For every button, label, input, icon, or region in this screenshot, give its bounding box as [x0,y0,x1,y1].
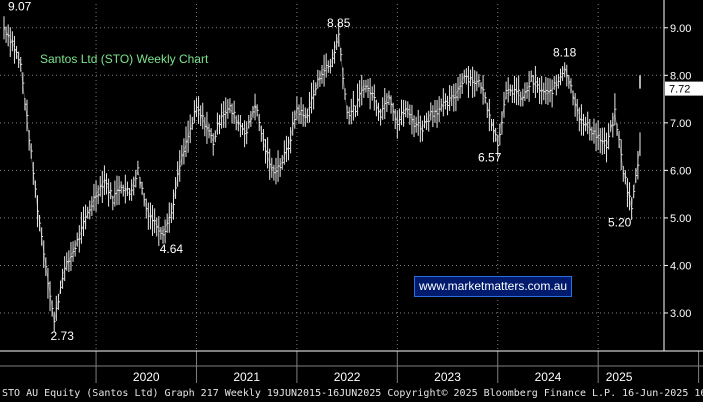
y-tick-label: 3.00 [670,308,691,320]
price-series [3,16,641,332]
grid-lines [0,4,664,351]
y-tick-label: 4.00 [670,260,691,272]
x-tick-label: 2024 [535,370,562,384]
y-tick-label: 5.00 [670,213,691,225]
price-annotation: 6.57 [478,150,502,164]
last-value-label: 7.72 [669,84,690,96]
price-annotation: 9.07 [8,0,32,13]
last-value-badge [665,81,703,96]
y-tick-label: 8.00 [670,70,691,82]
axes: 3.00 4.00 5.00 6.00 7.00 8.00 9.00 2020 2021 2022… [0,0,703,384]
price-annotation: 4.64 [160,242,184,256]
price-line [3,27,641,323]
x-tick-label: 2025 [606,370,633,384]
price-annotation: 8.85 [327,16,351,30]
x-tick-label: 2022 [334,370,361,384]
annotations: 9.07 8.85 8.18 6.57 5.20 4.64 2.73 [8,0,632,343]
y-tick-label: 9.00 [670,23,691,35]
bloomberg-footer: STO AU Equity (Santos Ltd) Graph 217 Wee… [0,385,703,402]
x-tick-label: 2023 [434,370,461,384]
price-annotation: 8.18 [553,46,577,60]
x-tick-label: 2021 [233,370,260,384]
watermark-link[interactable]: www.marketmatters.com.au [414,276,573,297]
x-tick-label: 2020 [133,370,160,384]
chart-title: Santos Ltd (STO) Weekly Chart [40,52,209,66]
price-annotation: 5.20 [608,215,632,229]
y-tick-label: 6.00 [670,165,691,177]
y-tick-label: 7.00 [670,118,691,130]
price-annotation: 2.73 [51,329,75,343]
